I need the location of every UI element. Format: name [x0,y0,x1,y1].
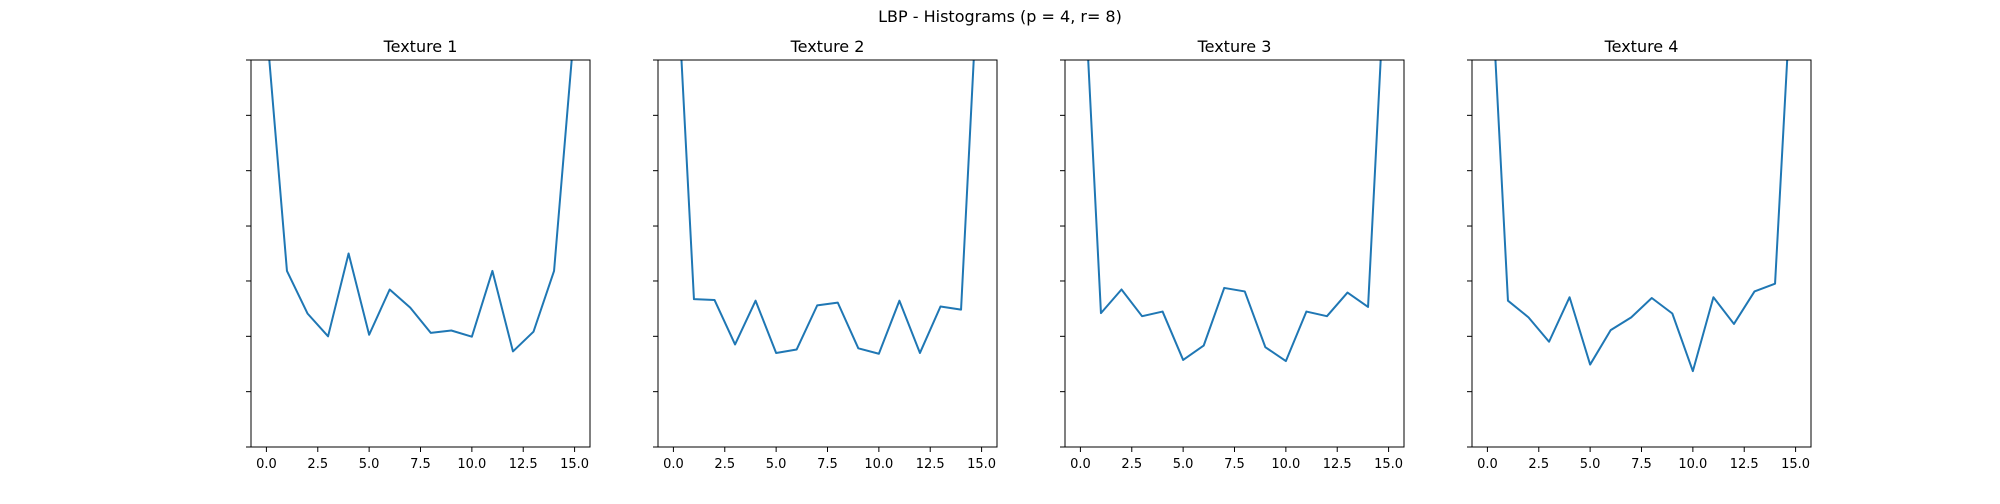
axes-frame [1064,59,1405,448]
x-tick-label: 0.0 [663,457,684,472]
axes-frame [1471,59,1812,448]
figure-suptitle: LBP - Histograms (p = 4, r= 8) [878,7,1122,26]
subplot-title: Texture 4 [1604,37,1679,56]
subplot-2: Texture 2 0.0 2.5 5.0 7.5 10.0 12.5 15.0 [653,37,998,472]
axes-frame [657,59,998,448]
x-tick-label: 10.0 [457,457,486,472]
x-tick-label: 7.5 [1224,457,1245,472]
x-tick-label: 5.0 [766,457,787,472]
subplot-4: Texture 4 0.0 2.5 5.0 7.5 10.0 12.5 15.0 [1467,37,1812,472]
subplot-title: Texture 3 [1197,37,1272,56]
x-tick-label: 15.0 [967,457,996,472]
series-line [1087,60,1382,363]
x-tick-label: 5.0 [1580,457,1601,472]
x-tick-label: 12.5 [1730,457,1759,472]
x-tick-label: 0.0 [1070,457,1091,472]
x-tick-label: 5.0 [1173,457,1194,472]
x-tick-label: 5.0 [359,457,380,472]
series-line [1494,60,1789,373]
series-line [680,60,975,355]
x-tick-label: 2.5 [1528,457,1549,472]
x-tick-label: 7.5 [817,457,838,472]
x-tick-label: 12.5 [1323,457,1352,472]
x-tick-label: 12.5 [509,457,538,472]
subplot-3: Texture 3 0.0 2.5 5.0 7.5 10.0 12.5 15.0 [1060,37,1405,472]
x-tick-label: 15.0 [1781,457,1810,472]
x-tick-label: 10.0 [1271,457,1300,472]
x-tick-label: 7.5 [1631,457,1652,472]
x-tick-label: 10.0 [1678,457,1707,472]
x-tick-label: 0.0 [256,457,277,472]
series-line [268,60,573,353]
x-tick-label: 2.5 [714,457,735,472]
x-tick-label: 2.5 [1121,457,1142,472]
x-tick-label: 10.0 [864,457,893,472]
subplot-title: Texture 2 [790,37,865,56]
x-tick-label: 0.0 [1477,457,1498,472]
x-tick-label: 15.0 [560,457,589,472]
x-tick-label: 15.0 [1374,457,1403,472]
subplot-1: Texture 1 0.0 2.5 5.0 7.5 10.0 12.5 15.0 [246,37,591,472]
x-tick-label: 7.5 [410,457,431,472]
x-tick-label: 2.5 [307,457,328,472]
subplot-title: Texture 1 [383,37,458,56]
x-tick-label: 12.5 [916,457,945,472]
axes-frame [250,59,591,448]
